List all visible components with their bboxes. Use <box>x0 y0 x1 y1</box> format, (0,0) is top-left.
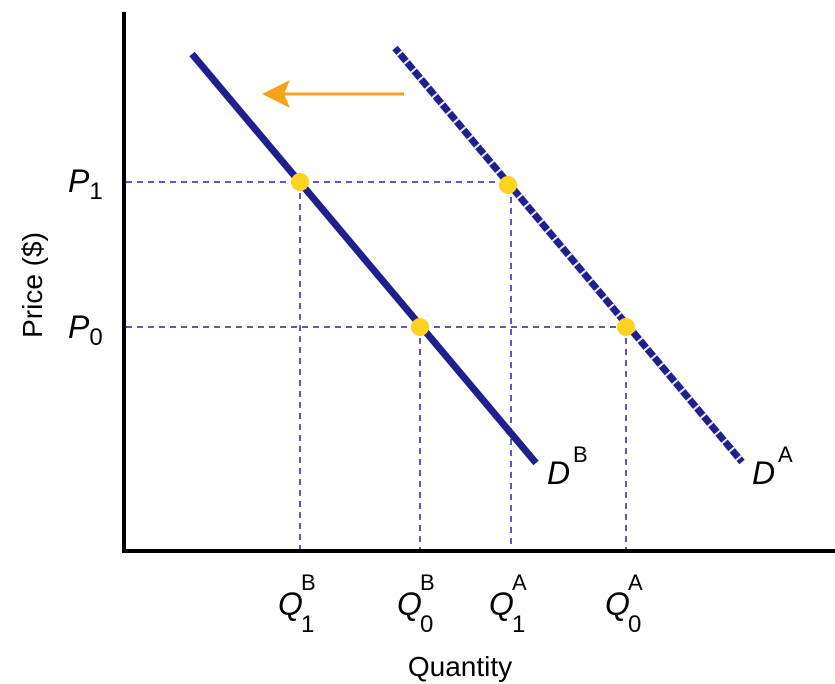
svg-text:0: 0 <box>420 611 433 638</box>
quantity-label-q0b: Q B 0 <box>397 570 435 638</box>
svg-text:D: D <box>547 455 570 491</box>
svg-text:1: 1 <box>301 611 314 638</box>
point-p1-q1b <box>291 173 309 191</box>
svg-text:B: B <box>573 442 588 467</box>
guide-lines <box>126 181 627 551</box>
svg-text:B: B <box>301 570 316 595</box>
quantity-label-q1b: Q B 1 <box>278 570 316 638</box>
svg-text:Q: Q <box>278 586 303 622</box>
svg-text:1: 1 <box>512 611 525 638</box>
curve-label-db: D B <box>547 442 588 491</box>
svg-text:Q: Q <box>489 586 514 622</box>
point-p1-q1a <box>499 176 517 194</box>
curve-label-da: D A <box>752 442 793 491</box>
shift-arrow <box>262 80 404 108</box>
svg-text:D: D <box>752 455 775 491</box>
svg-text:Q: Q <box>397 586 422 622</box>
svg-text:A: A <box>512 570 527 595</box>
y-axis-label: Price ($) <box>17 232 48 338</box>
equilibrium-points <box>291 173 635 336</box>
svg-text:0: 0 <box>628 611 641 638</box>
quantity-label-q1a: Q A 1 <box>489 570 527 638</box>
svg-text:B: B <box>420 570 435 595</box>
svg-text:A: A <box>628 570 643 595</box>
demand-curve-a <box>392 45 745 465</box>
axes <box>122 12 835 553</box>
x-axis-label: Quantity <box>408 651 512 682</box>
point-p0-q0b <box>411 318 429 336</box>
quantity-label-q0a: Q A 0 <box>605 570 643 638</box>
price-label-p1: P1 <box>68 163 103 205</box>
svg-text:Q: Q <box>605 586 630 622</box>
demand-curve-b <box>189 51 539 466</box>
point-p0-q0a <box>617 318 635 336</box>
price-label-p0: P0 <box>68 309 103 351</box>
svg-text:A: A <box>778 442 793 467</box>
